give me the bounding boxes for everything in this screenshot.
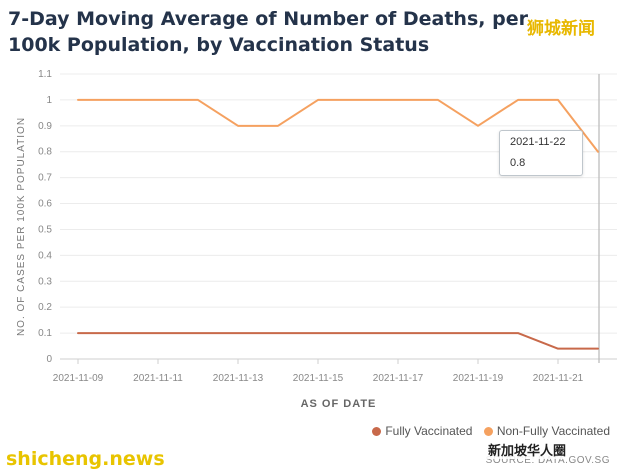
x-axis-label: AS OF DATE [301, 398, 377, 410]
tooltip-value: 0.8 [510, 157, 526, 169]
y-tick-label: 0.8 [38, 147, 52, 158]
legend: Fully Vaccinated Non-Fully Vaccinated [364, 424, 610, 438]
y-tick-label: 1.1 [38, 69, 52, 80]
legend-label-fully: Fully Vaccinated [385, 424, 473, 438]
watermark-wechat: 新加坡华人圈 [486, 440, 569, 459]
y-tick-label: 0.6 [38, 199, 52, 210]
tooltip-date: 2021-11-22 [510, 136, 566, 148]
y-tick-label: 0.1 [38, 328, 52, 339]
series-line-fully-vaccinated [77, 332, 599, 350]
legend-label-non-fully: Non-Fully Vaccinated [496, 424, 610, 438]
x-tick-label: 2021-11-15 [293, 373, 344, 384]
x-tick-label: 2021-11-11 [133, 373, 183, 384]
x-tick-label: 2021-11-09 [53, 373, 104, 384]
legend-item-non-fully-vaccinated[interactable]: Non-Fully Vaccinated [483, 424, 610, 438]
x-tick-label: 2021-11-17 [373, 373, 424, 384]
tooltip: 2021-11-22 0.8 [499, 130, 583, 176]
legend-item-fully-vaccinated[interactable]: Fully Vaccinated [372, 424, 472, 438]
y-axis-label: NO. OF CASES PER 100K POPULATION [16, 117, 27, 336]
y-tick-label: 0.9 [38, 121, 52, 132]
x-tick-label: 2021-11-21 [533, 373, 584, 384]
legend-marker-non-fully [483, 427, 493, 436]
y-tick-label: 0.4 [38, 250, 52, 261]
y-tick-label: 1 [46, 95, 52, 106]
series-line-non-fully-vaccinated [77, 98, 599, 153]
watermark-bottom-left: shicheng.news [6, 448, 165, 470]
series-layer [77, 98, 599, 350]
y-tick-label: 0.5 [38, 224, 52, 235]
x-tick-label: 2021-11-19 [453, 373, 504, 384]
y-tick-label: 0 [46, 354, 52, 365]
legend-marker-fully [372, 427, 382, 436]
y-tick-label: 0.3 [38, 276, 52, 287]
source-text: SOURCE: DATA.GOV.SG [485, 455, 610, 466]
grid-layer [60, 73, 617, 360]
chart-title: 7-Day Moving Average of Number of Deaths… [8, 8, 528, 56]
x-tick-label: 2021-11-13 [213, 373, 264, 384]
y-tick-label: 0.2 [38, 302, 52, 313]
y-tick-label: 0.7 [38, 173, 52, 184]
watermark-top-right: 狮城新闻 [527, 19, 595, 39]
axis-layer: 0 0.1 0.2 0.3 0.4 0.5 0.6 0.7 0.8 0.9 1 1.1 2021-11-… [38, 69, 617, 384]
